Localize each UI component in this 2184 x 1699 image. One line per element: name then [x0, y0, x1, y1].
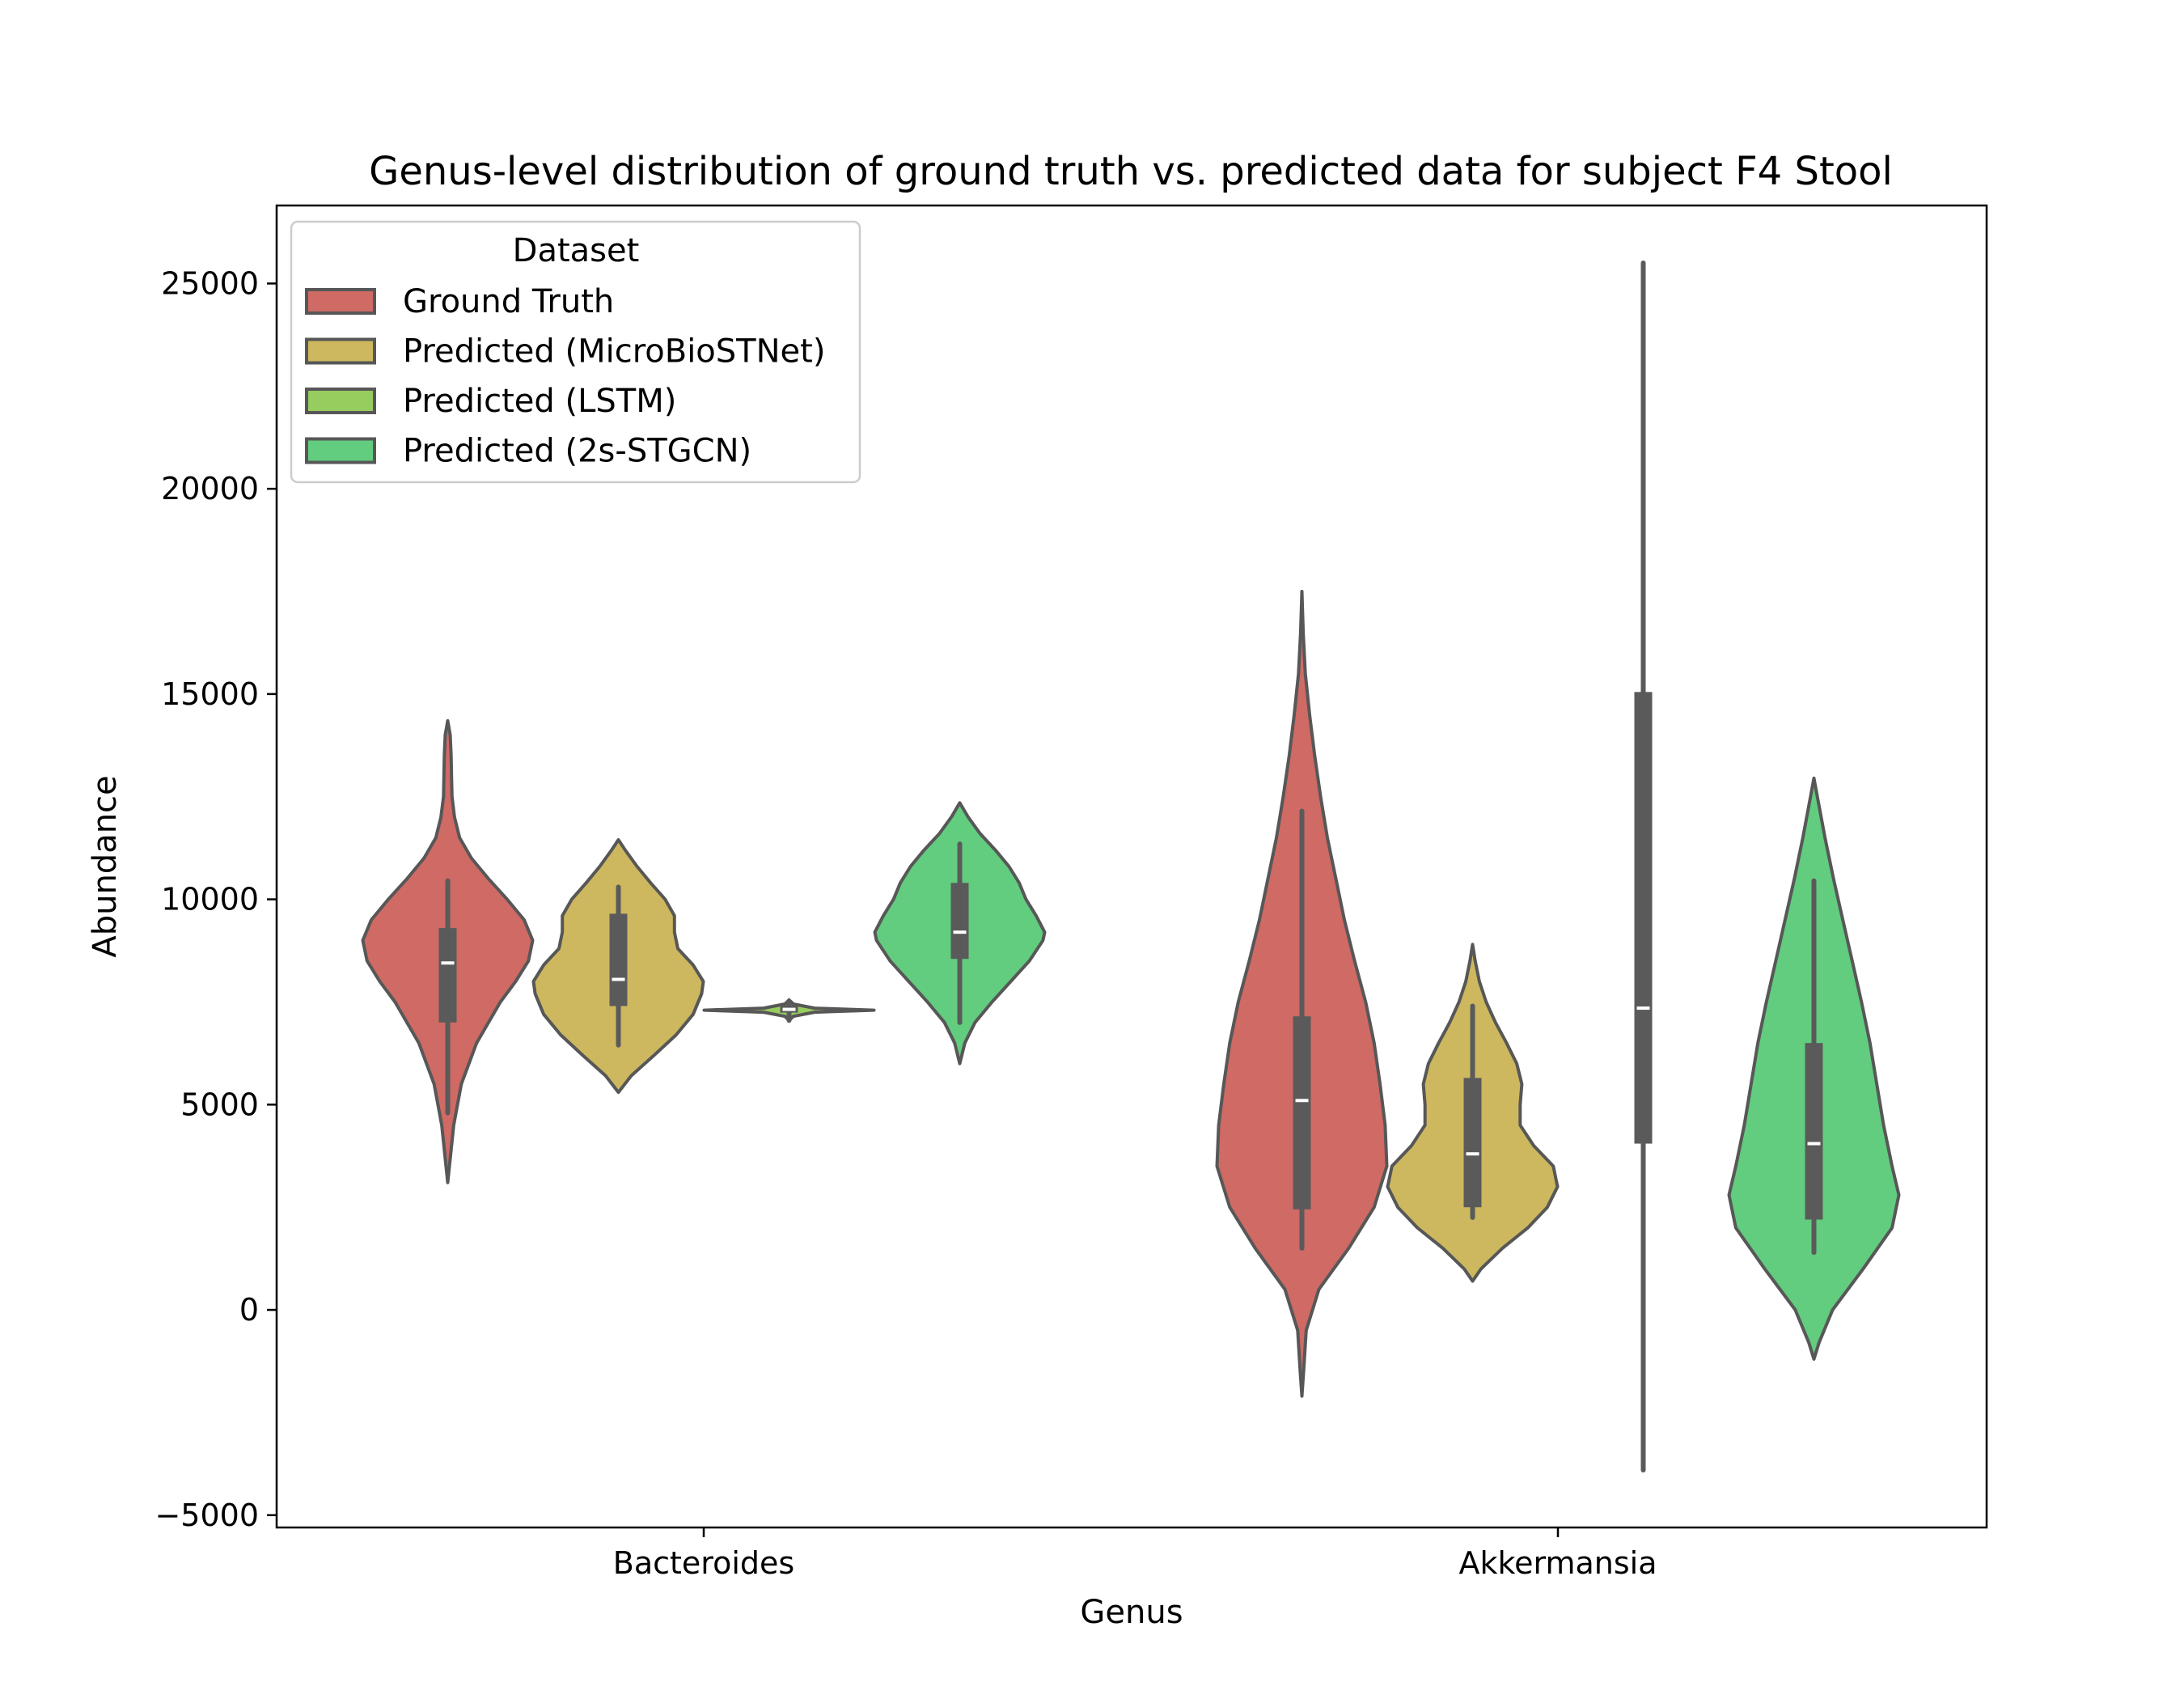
legend-label: Predicted (LSTM): [403, 383, 676, 420]
y-tick-label: 15000: [161, 676, 259, 712]
plot-frame: [275, 204, 1988, 1529]
legend-swatch: [305, 388, 376, 414]
violin-iqr-box: [1293, 1016, 1311, 1210]
legend-frame: [290, 220, 861, 484]
violin-iqr-box: [1805, 1043, 1823, 1220]
legend-label: Predicted (MicroBioSTNet): [403, 333, 825, 371]
chart-title: Genus-level distribution of ground truth…: [369, 149, 1893, 194]
y-tick-label: −5000: [154, 1498, 259, 1533]
y-axis: −5000 0 5000 10000 15000 20000 25000: [154, 265, 277, 1533]
violin-iqr-box: [950, 883, 969, 960]
legend: Dataset Ground Truth Predicted (MicroBioS…: [290, 220, 861, 484]
legend-swatch: [305, 337, 376, 365]
x-tick-label: Bacteroides: [613, 1545, 794, 1581]
y-tick-label: 25000: [161, 265, 259, 301]
violin-iqr-box: [609, 913, 628, 1006]
x-axis-label: Genus: [1080, 1594, 1183, 1631]
legend-items: Ground Truth Predicted (MicroBioSTNet) Pre…: [305, 283, 825, 470]
x-axis: Bacteroides Akkermansia: [613, 1527, 1657, 1581]
y-tick-label: 10000: [161, 882, 259, 917]
violin-layer: [361, 261, 1901, 1472]
legend-label: Ground Truth: [403, 283, 614, 320]
y-tick-label: 5000: [180, 1087, 259, 1122]
violin-iqr-box: [438, 928, 457, 1023]
violin-iqr-box: [1463, 1078, 1482, 1208]
violin-iqr-box: [1634, 692, 1653, 1144]
y-tick-label: 0: [239, 1292, 259, 1328]
legend-swatch: [305, 288, 376, 315]
legend-swatch: [305, 437, 376, 464]
y-axis-label: Abundance: [87, 775, 124, 957]
y-tick-label: 20000: [161, 471, 259, 506]
legend-title: Dataset: [513, 232, 640, 269]
legend-label: Predicted (2s-STGCN): [403, 433, 751, 470]
x-tick-label: Akkermansia: [1458, 1545, 1657, 1581]
